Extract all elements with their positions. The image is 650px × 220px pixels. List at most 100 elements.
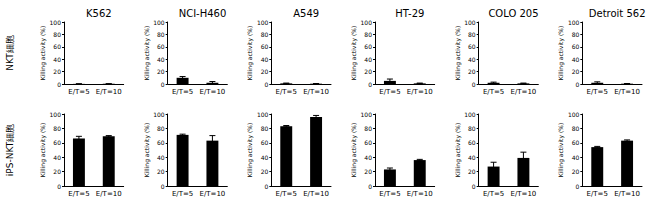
svg-text:60: 60 [157, 43, 165, 50]
svg-text:60: 60 [468, 43, 476, 50]
svg-text:40: 40 [572, 56, 580, 63]
svg-text:20: 20 [53, 68, 61, 75]
svg-text:HT-29: HT-29 [395, 8, 424, 19]
svg-text:80: 80 [157, 31, 165, 38]
svg-text:Killing activity (%): Killing activity (%) [39, 123, 47, 178]
svg-text:NCI-H460: NCI-H460 [179, 8, 227, 19]
svg-text:80: 80 [261, 125, 269, 132]
svg-text:60: 60 [53, 139, 61, 146]
svg-text:40: 40 [157, 154, 165, 161]
svg-text:80: 80 [364, 31, 372, 38]
svg-text:Killing activity (%): Killing activity (%) [143, 26, 151, 81]
svg-text:40: 40 [261, 56, 269, 63]
svg-text:40: 40 [572, 154, 580, 161]
svg-text:E/T=10: E/T=10 [407, 190, 433, 198]
svg-text:0: 0 [161, 183, 165, 190]
svg-text:0: 0 [161, 81, 165, 88]
svg-text:A549: A549 [293, 8, 319, 19]
svg-text:Killing activity (%): Killing activity (%) [350, 123, 358, 178]
svg-text:80: 80 [468, 31, 476, 38]
svg-text:E/T=10: E/T=10 [303, 88, 329, 96]
svg-text:E/T=10: E/T=10 [614, 190, 640, 198]
svg-text:Killing activity (%): Killing activity (%) [39, 26, 47, 81]
svg-text:0: 0 [472, 183, 476, 190]
svg-text:NKT細胞: NKT細胞 [5, 35, 15, 70]
svg-text:E/T=10: E/T=10 [199, 88, 225, 96]
svg-text:60: 60 [364, 139, 372, 146]
svg-text:0: 0 [576, 183, 580, 190]
svg-text:60: 60 [261, 139, 269, 146]
svg-text:COLO 205: COLO 205 [488, 8, 538, 19]
svg-text:100: 100 [464, 111, 476, 118]
svg-text:E/T=5: E/T=5 [587, 190, 608, 198]
svg-text:20: 20 [572, 68, 580, 75]
svg-text:E/T=10: E/T=10 [614, 88, 640, 96]
svg-text:E/T=10: E/T=10 [96, 190, 122, 198]
svg-text:E/T=5: E/T=5 [172, 88, 193, 96]
svg-text:E/T=10: E/T=10 [199, 190, 225, 198]
svg-text:60: 60 [572, 139, 580, 146]
svg-text:100: 100 [257, 111, 269, 118]
svg-text:100: 100 [153, 111, 165, 118]
svg-text:Killing activity (%): Killing activity (%) [557, 26, 565, 81]
svg-text:E/T=5: E/T=5 [68, 190, 89, 198]
svg-text:Killing activity (%): Killing activity (%) [143, 123, 151, 178]
svg-text:80: 80 [261, 31, 269, 38]
svg-text:100: 100 [50, 111, 62, 118]
svg-text:60: 60 [53, 43, 61, 50]
svg-text:100: 100 [361, 111, 373, 118]
svg-text:Killing activity (%): Killing activity (%) [350, 26, 358, 81]
svg-text:60: 60 [572, 43, 580, 50]
svg-text:20: 20 [261, 68, 269, 75]
svg-text:E/T=5: E/T=5 [483, 88, 504, 96]
svg-text:20: 20 [364, 168, 372, 175]
svg-text:Killing activity (%): Killing activity (%) [454, 123, 462, 178]
svg-text:60: 60 [157, 139, 165, 146]
svg-text:60: 60 [468, 139, 476, 146]
svg-text:100: 100 [464, 19, 476, 26]
svg-text:E/T=5: E/T=5 [68, 88, 89, 96]
svg-text:E/T=10: E/T=10 [303, 190, 329, 198]
svg-text:100: 100 [257, 19, 269, 26]
svg-text:E/T=10: E/T=10 [510, 88, 536, 96]
svg-text:40: 40 [364, 56, 372, 63]
svg-text:80: 80 [53, 31, 61, 38]
svg-text:Killing activity (%): Killing activity (%) [454, 26, 462, 81]
svg-text:0: 0 [472, 81, 476, 88]
svg-text:E/T=5: E/T=5 [276, 88, 297, 96]
svg-text:E/T=5: E/T=5 [172, 190, 193, 198]
svg-text:iPS-NKT細胞: iPS-NKT細胞 [5, 124, 15, 176]
svg-text:E/T=10: E/T=10 [96, 88, 122, 96]
svg-text:0: 0 [368, 183, 372, 190]
svg-text:40: 40 [53, 56, 61, 63]
svg-text:Killing activity (%): Killing activity (%) [246, 123, 254, 178]
svg-text:Killing activity (%): Killing activity (%) [246, 26, 254, 81]
svg-text:0: 0 [368, 81, 372, 88]
svg-text:100: 100 [568, 19, 580, 26]
svg-text:E/T=5: E/T=5 [587, 88, 608, 96]
svg-text:0: 0 [265, 81, 269, 88]
svg-text:40: 40 [468, 154, 476, 161]
svg-text:K562: K562 [86, 8, 112, 19]
svg-text:E/T=5: E/T=5 [379, 88, 400, 96]
svg-text:80: 80 [157, 125, 165, 132]
svg-text:100: 100 [568, 111, 580, 118]
svg-text:E/T=5: E/T=5 [379, 190, 400, 198]
svg-text:80: 80 [364, 125, 372, 132]
svg-text:0: 0 [57, 183, 61, 190]
svg-text:E/T=10: E/T=10 [407, 88, 433, 96]
svg-text:60: 60 [364, 43, 372, 50]
svg-text:100: 100 [153, 19, 165, 26]
svg-text:20: 20 [364, 68, 372, 75]
svg-text:40: 40 [157, 56, 165, 63]
svg-text:E/T=10: E/T=10 [510, 190, 536, 198]
svg-text:20: 20 [468, 68, 476, 75]
svg-text:E/T=5: E/T=5 [276, 190, 297, 198]
svg-text:20: 20 [157, 168, 165, 175]
svg-text:20: 20 [157, 68, 165, 75]
svg-text:Detroit 562: Detroit 562 [589, 8, 646, 19]
svg-text:40: 40 [53, 154, 61, 161]
svg-text:0: 0 [576, 81, 580, 88]
svg-text:80: 80 [572, 31, 580, 38]
svg-text:100: 100 [361, 19, 373, 26]
